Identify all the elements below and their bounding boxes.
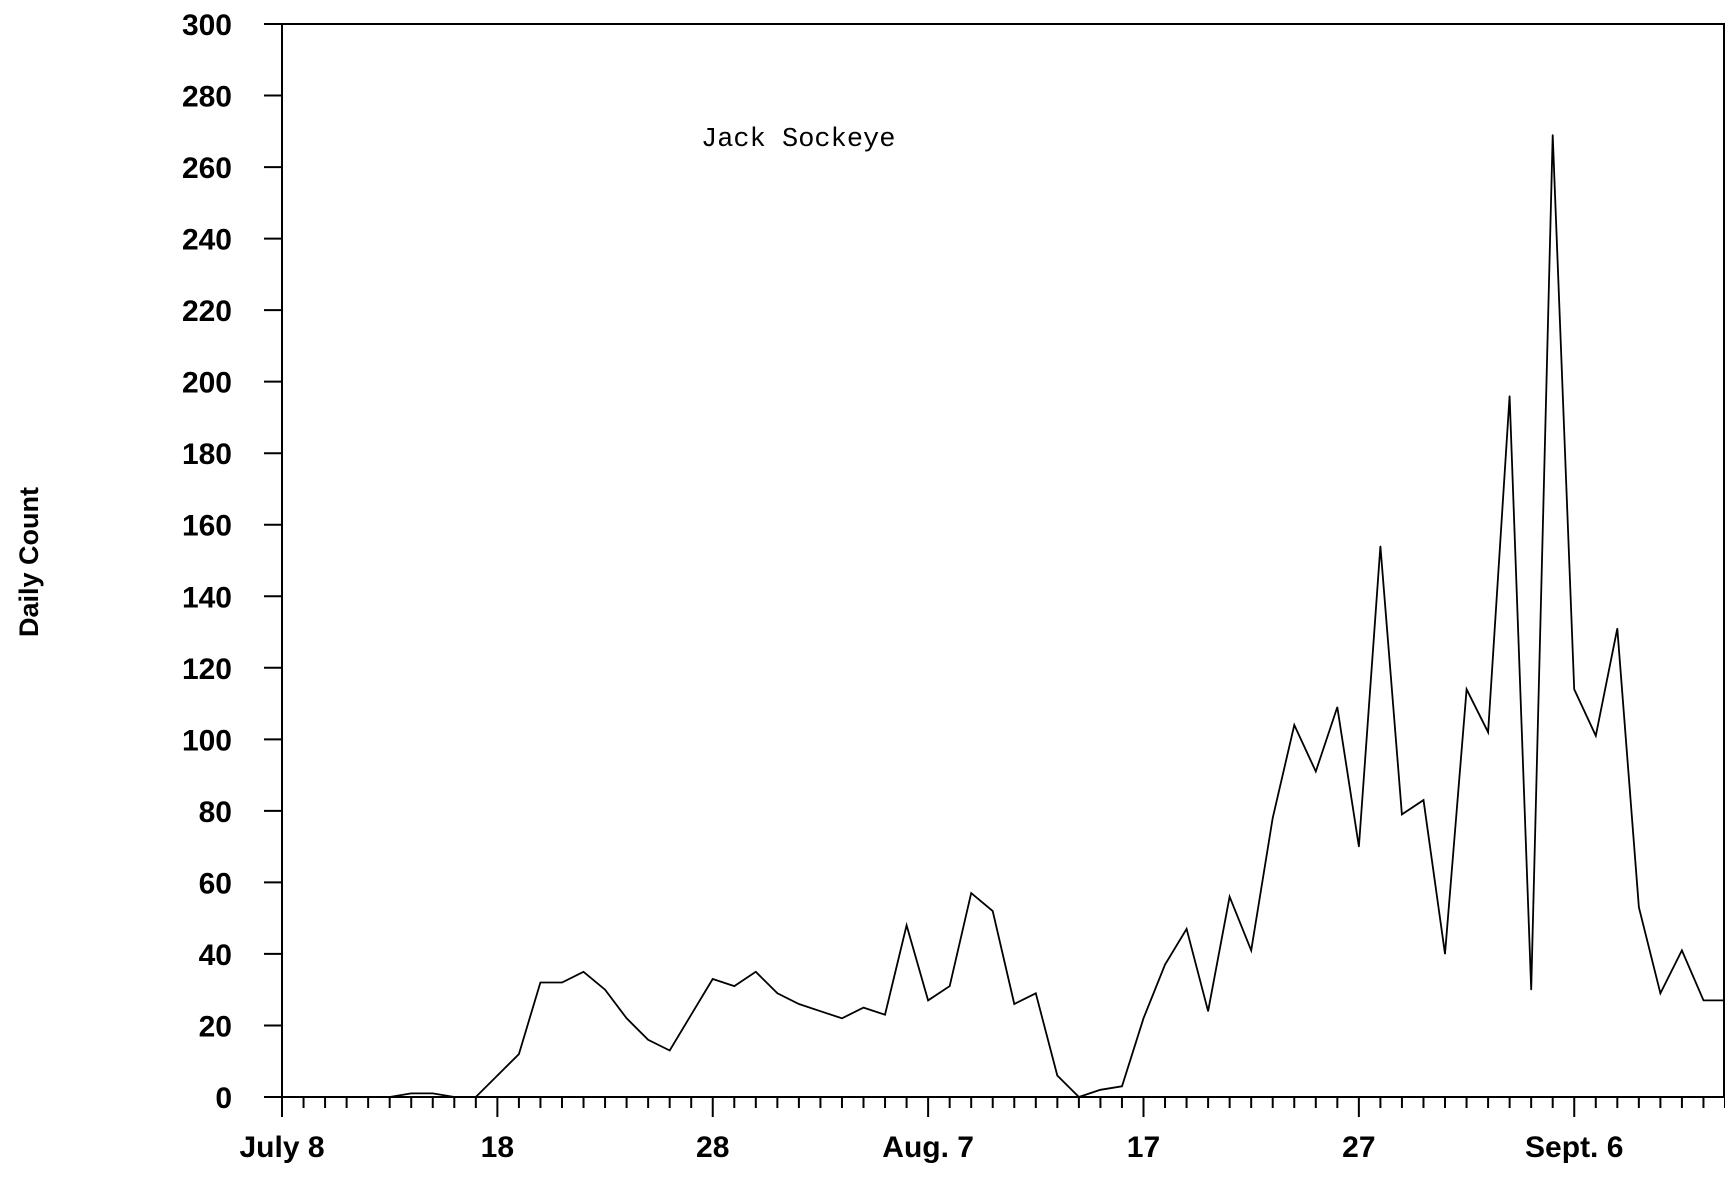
- x-tick-label: Aug. 7: [882, 1131, 974, 1164]
- data-point: [1164, 964, 1166, 966]
- y-tick-label: 220: [182, 295, 232, 328]
- data-point: [518, 1053, 520, 1055]
- data-point: [1379, 545, 1382, 547]
- data-point: [1702, 999, 1705, 1002]
- data-point: [1293, 724, 1295, 726]
- data-point: [1078, 1096, 1080, 1098]
- data-point: [302, 1096, 305, 1098]
- data-point: [1142, 1017, 1145, 1019]
- tick-marks: [264, 23, 1725, 1117]
- data-point: [776, 992, 778, 994]
- y-tick-label: 20: [199, 1010, 232, 1043]
- data-point: [927, 999, 929, 1002]
- y-tick-label: 40: [199, 939, 232, 972]
- x-tick-label: Sept. 6: [1525, 1131, 1623, 1164]
- data-point: [1185, 928, 1188, 930]
- data-point: [389, 1096, 391, 1098]
- data-point: [1336, 706, 1338, 708]
- data-point: [346, 1096, 348, 1098]
- data-point: [475, 1096, 477, 1098]
- data-point: [1595, 735, 1597, 737]
- x-tick-label: 17: [1127, 1131, 1160, 1164]
- data-point: [690, 1014, 692, 1016]
- data-point: [1681, 949, 1683, 951]
- data-point: [669, 1049, 671, 1052]
- y-tick-label: 120: [182, 653, 232, 686]
- data-point: [712, 978, 714, 980]
- data-point: [819, 1010, 822, 1012]
- data-point: [1207, 1010, 1209, 1012]
- data-point: [733, 985, 735, 987]
- data-point: [539, 981, 542, 984]
- axes: [281, 23, 1725, 1098]
- data-point: [410, 1092, 412, 1095]
- data-point: [1487, 731, 1489, 733]
- data-point: [647, 1039, 649, 1041]
- data-point: [604, 989, 606, 991]
- y-tick-label: 0: [215, 1082, 232, 1115]
- data-point: [992, 910, 994, 912]
- data-point: [1315, 770, 1317, 773]
- data-point: [1099, 1089, 1102, 1091]
- data-point: [1659, 992, 1661, 994]
- data-point: [1552, 134, 1554, 136]
- data-point: [1444, 953, 1446, 955]
- data-point: [1250, 949, 1252, 951]
- y-tick-label: 280: [182, 81, 232, 114]
- tick-labels: 0 20 40 60 80 100 120 140 160 180 200 220 240 260 280 3…: [182, 9, 1623, 1164]
- y-tick-label: 300: [182, 9, 232, 42]
- y-axis-title: Daily Count: [14, 487, 44, 637]
- x-tick-label: 27: [1342, 1131, 1375, 1164]
- data-point: [841, 1017, 843, 1019]
- data-point: [1573, 688, 1575, 690]
- data-point: [1616, 627, 1618, 630]
- data-point: [949, 985, 951, 987]
- y-tick-label: 260: [182, 152, 232, 185]
- data-point: [582, 971, 585, 973]
- y-tick-label: 160: [182, 510, 232, 543]
- data-point: [1013, 1003, 1015, 1005]
- data-point: [281, 1096, 283, 1098]
- data-point: [1358, 846, 1360, 848]
- data-point: [1121, 1085, 1123, 1087]
- y-tick-label: 240: [182, 224, 232, 257]
- data-point: [1638, 906, 1640, 909]
- y-tick-label: 140: [182, 581, 232, 614]
- data-point: [1465, 688, 1468, 690]
- series-line: [282, 134, 1725, 1099]
- y-tick-label: 100: [182, 724, 232, 757]
- x-tick-label: July 8: [239, 1131, 324, 1164]
- y-tick-label: 200: [182, 367, 232, 400]
- data-point: [1530, 989, 1532, 991]
- data-point: [1056, 1074, 1058, 1077]
- data-point: [1422, 799, 1425, 801]
- y-tick-label: 60: [199, 867, 232, 900]
- data-point: [1272, 817, 1274, 819]
- y-tick-label: 180: [182, 438, 232, 471]
- data-point: [496, 1074, 498, 1077]
- data-point: [798, 1003, 800, 1005]
- data-point: [324, 1096, 326, 1098]
- data-point: [884, 1014, 886, 1016]
- data-point: [432, 1092, 434, 1095]
- data-point: [561, 981, 563, 984]
- data-point: [367, 1096, 369, 1098]
- data-point: [755, 971, 757, 973]
- data-point: [1509, 395, 1511, 397]
- data-point: [453, 1096, 455, 1098]
- data-point: [862, 1006, 865, 1009]
- data-point: [1035, 992, 1037, 994]
- x-tick-label: 18: [481, 1131, 514, 1164]
- chart-annotation: Jack Sockeye: [701, 125, 895, 155]
- data-point: [970, 892, 972, 894]
- data-point: [1401, 813, 1403, 816]
- y-tick-label: 80: [199, 796, 232, 829]
- data-point: [905, 924, 908, 926]
- x-tick-label: 28: [696, 1131, 729, 1164]
- data-point: [1229, 896, 1231, 898]
- series-layer: [281, 134, 1725, 1099]
- data-point: [625, 1017, 628, 1019]
